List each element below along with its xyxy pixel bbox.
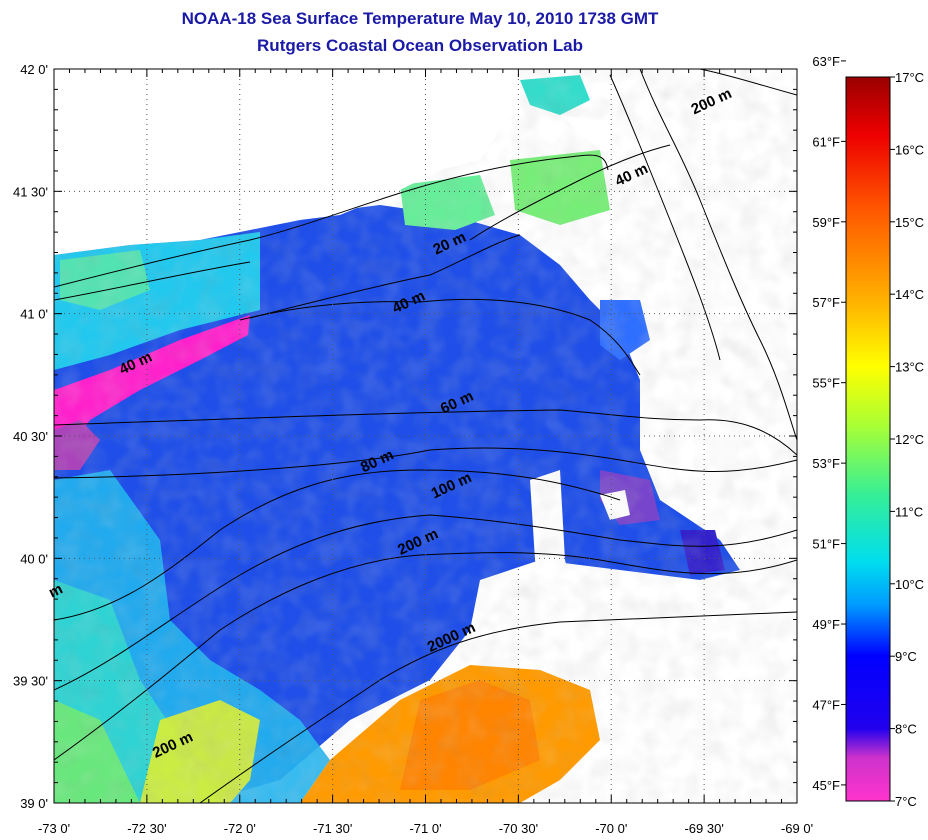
fahrenheit-label: 57°F [812, 295, 840, 310]
celsius-label: 9°C [895, 649, 917, 664]
celsius-label: 16°C [895, 142, 924, 157]
celsius-label: 8°C [895, 722, 917, 737]
celsius-label: 17°C [895, 70, 924, 85]
lat-tick-label: 41 0' [20, 307, 48, 322]
colorbar [845, 76, 891, 802]
map-title: NOAA-18 Sea Surface Temperature May 10, … [181, 9, 659, 28]
lon-tick-label: -69 0' [781, 821, 813, 836]
fahrenheit-label: 61°F [812, 134, 840, 149]
lat-tick-label: 39 0' [20, 796, 48, 811]
map-subtitle: Rutgers Coastal Ocean Observation Lab [257, 36, 583, 55]
depth-contours [54, 69, 797, 803]
lon-tick-label: -70 30' [499, 821, 538, 836]
depth-label: m [46, 580, 65, 601]
fahrenheit-label: 53°F [812, 456, 840, 471]
fahrenheit-label: 63°F [812, 54, 840, 69]
lat-tick-label: 40 30' [13, 429, 48, 444]
fahrenheit-label: 49°F [812, 617, 840, 632]
lon-tick-label: -71 0' [409, 821, 441, 836]
celsius-label: 10°C [895, 577, 924, 592]
celsius-label: 12°C [895, 432, 924, 447]
lat-tick-label: 39 30' [13, 674, 48, 689]
sst-field [54, 69, 797, 803]
celsius-label: 13°C [895, 360, 924, 375]
lon-tick-label: -71 30' [313, 821, 352, 836]
celsius-label: 7°C [895, 794, 917, 809]
map-axes: -73 0' -72 30' -72 0' -71 30' -71 0' -70 30' -… [13, 62, 813, 836]
lon-tick-label: -69 30' [684, 821, 723, 836]
lon-tick-label: -72 0' [224, 821, 256, 836]
lat-tick-label: 42 0' [20, 62, 48, 77]
fahrenheit-label: 59°F [812, 215, 840, 230]
lon-tick-label: -70 0' [595, 821, 627, 836]
fahrenheit-label: 47°F [812, 697, 840, 712]
fahrenheit-label: 45°F [812, 778, 840, 793]
lat-tick-label: 41 30' [13, 184, 48, 199]
celsius-label: 15°C [895, 215, 924, 230]
fahrenheit-label: 51°F [812, 537, 840, 552]
colorbar-labels: 17°C 16°C 15°C 14°C 13°C 12°C 11°C 10°C 9°C 8°C 7°… [812, 54, 924, 809]
lat-tick-label: 40 0' [20, 551, 48, 566]
fahrenheit-label: 55°F [812, 376, 840, 391]
lon-tick-label: -72 30' [127, 821, 166, 836]
celsius-label: 11°C [895, 504, 923, 519]
lon-tick-label: -73 0' [38, 821, 70, 836]
celsius-label: 14°C [895, 287, 924, 302]
